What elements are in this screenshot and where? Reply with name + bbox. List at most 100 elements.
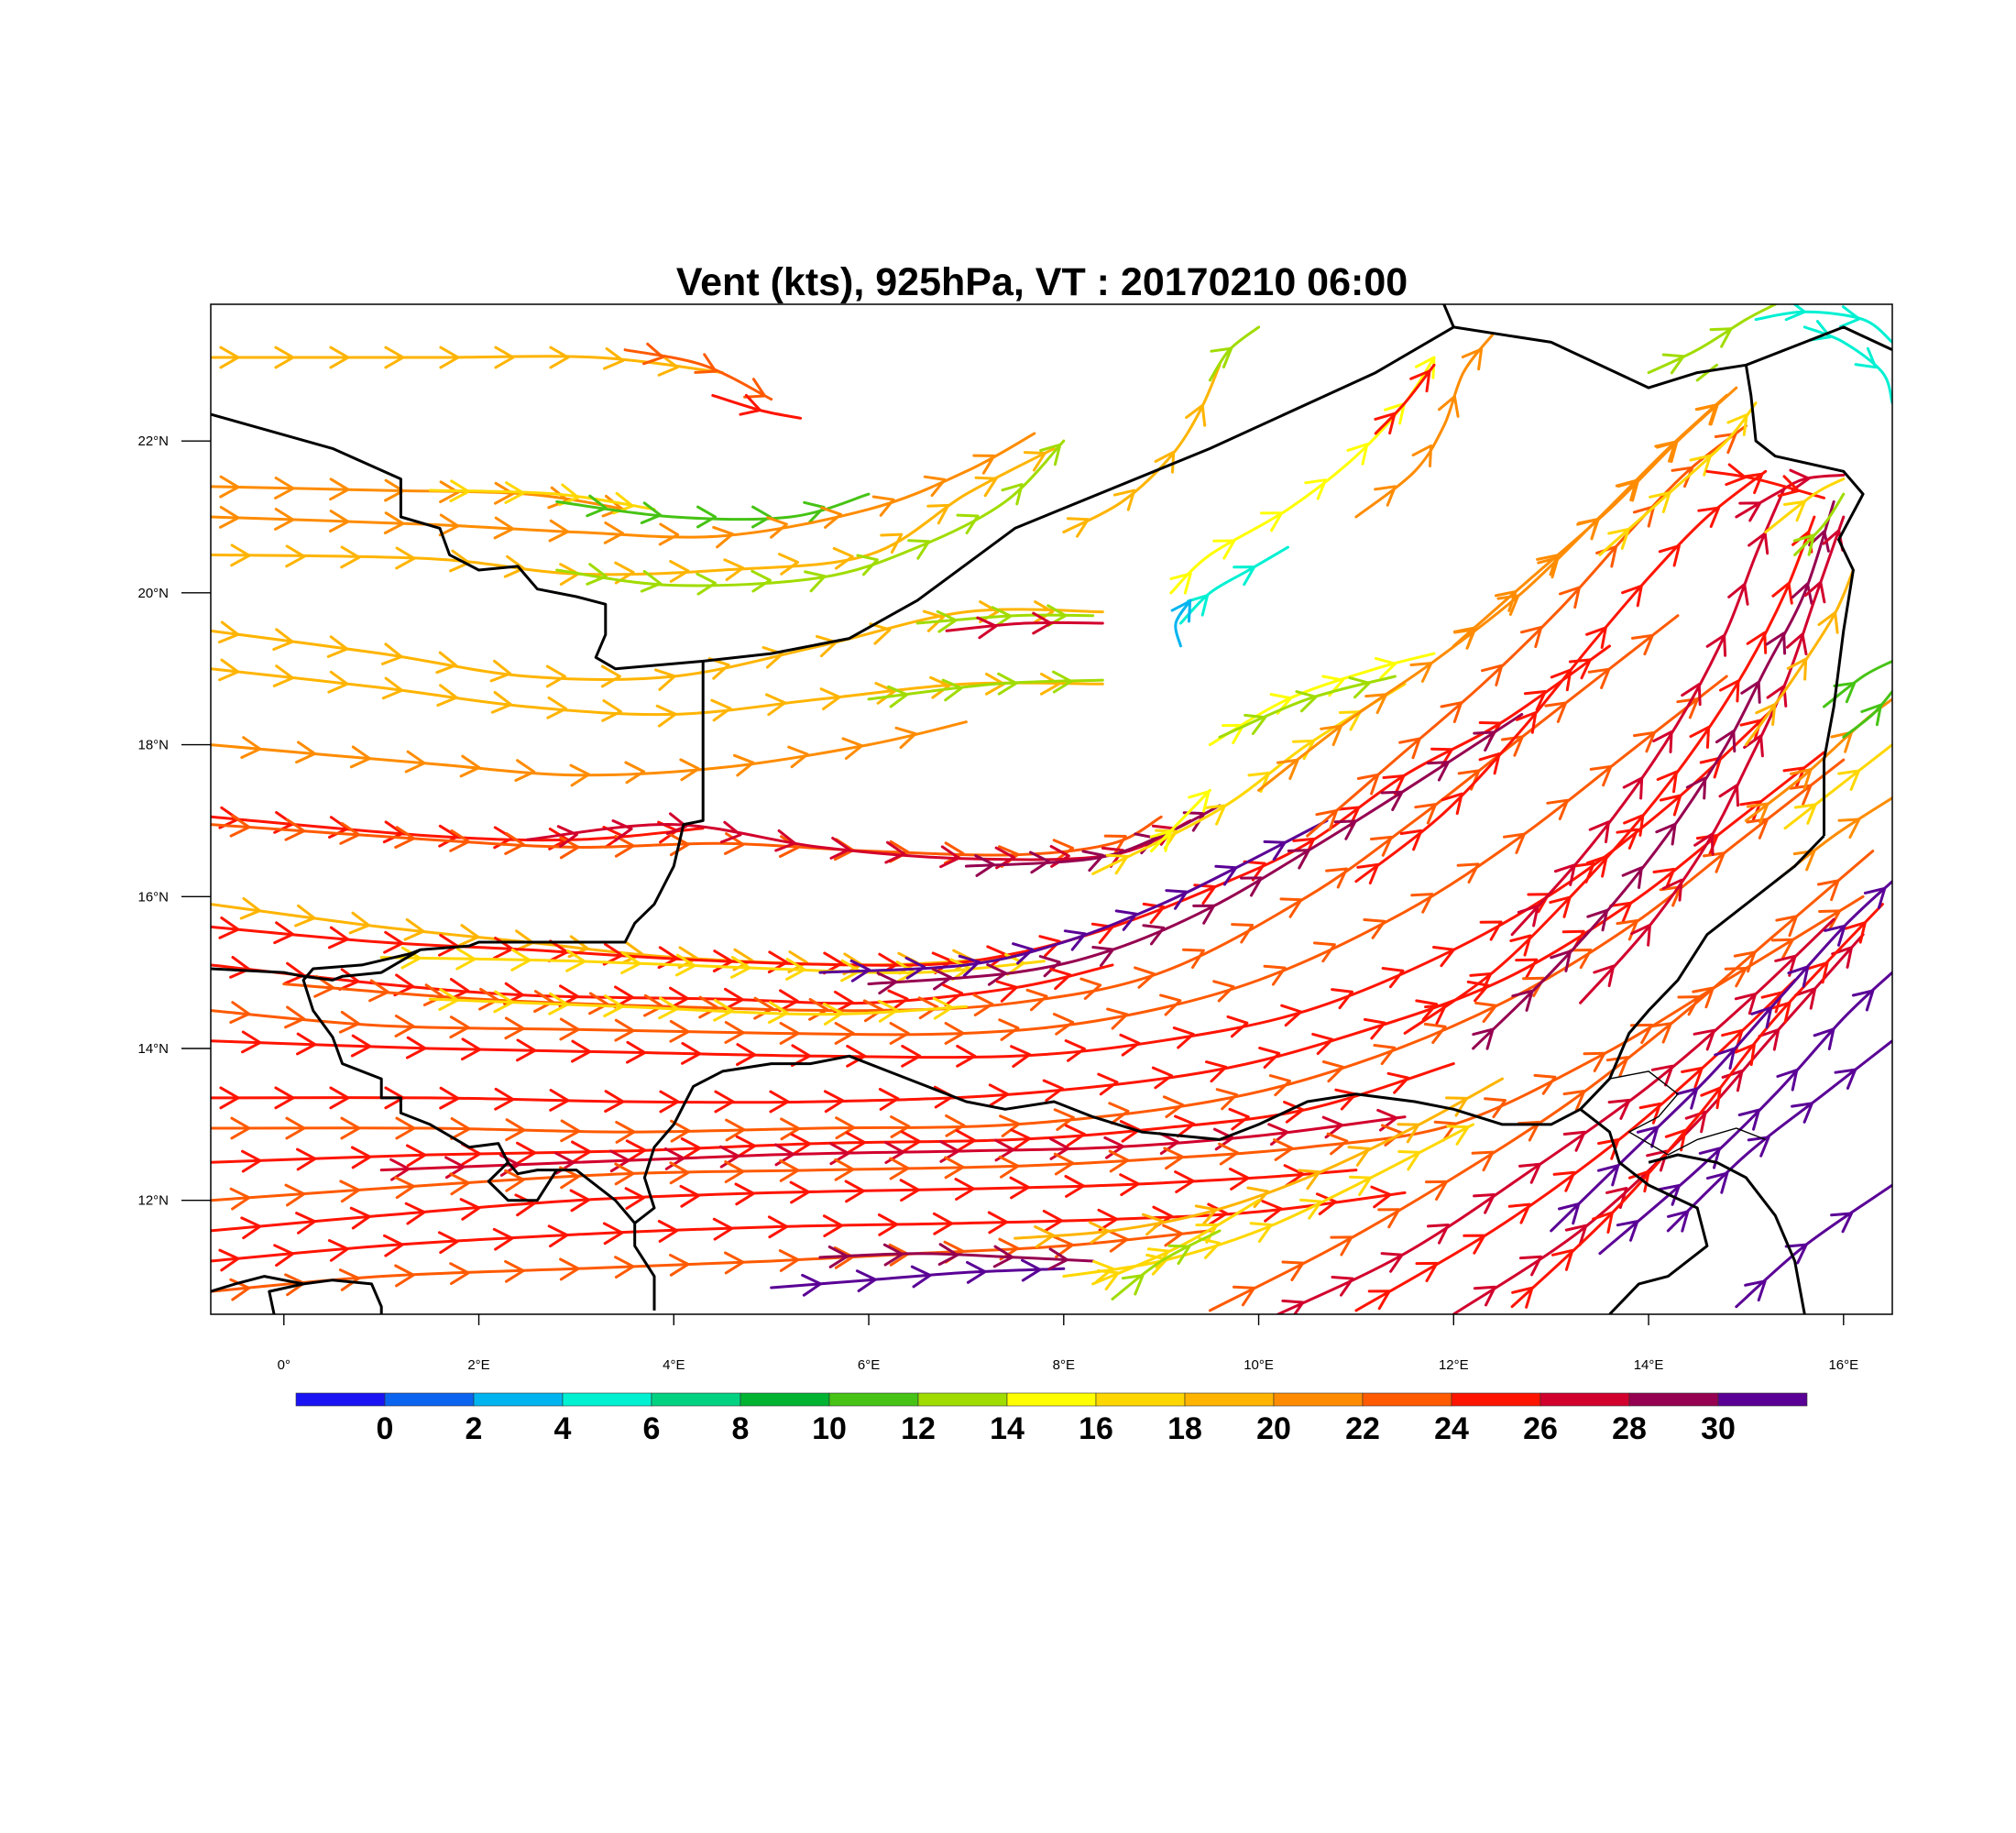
- border-line: [507, 1161, 557, 1176]
- streamline-path: [211, 895, 1865, 1202]
- streamline-path: [915, 613, 1095, 625]
- wind-chevron: [1746, 631, 1768, 654]
- wind-chevron: [285, 1116, 306, 1140]
- streamline: [1276, 917, 1835, 1314]
- wind-chevron: [801, 1273, 822, 1297]
- streamline: [1550, 880, 1892, 1233]
- wind-chevron: [939, 845, 960, 869]
- wind-chevron: [1142, 902, 1166, 925]
- wind-chevron: [569, 763, 591, 787]
- streamline: [1208, 325, 1261, 382]
- wind-chevron: [1038, 955, 1061, 978]
- wind-chevron: [1321, 1060, 1345, 1083]
- wind-chevron: [658, 996, 679, 1020]
- wind-chevron: [694, 353, 718, 374]
- wind-chevron: [659, 1090, 680, 1114]
- wind-chevron: [549, 1089, 570, 1112]
- y-tick-label: 20°N: [137, 586, 169, 601]
- wind-chevron: [1374, 485, 1397, 507]
- streamline: [211, 895, 1865, 1211]
- colorbar-label: 24: [1434, 1411, 1469, 1446]
- wind-chevron: [326, 635, 349, 658]
- streamline: [1754, 304, 1892, 344]
- streamline-path: [211, 675, 1728, 1037]
- wind-chevron: [436, 684, 458, 707]
- streamline-path: [770, 1267, 1066, 1290]
- wind-chevron: [642, 342, 664, 366]
- wind-chevron: [877, 999, 899, 1023]
- streamline-path: [211, 432, 1036, 539]
- wind-chevron: [1550, 668, 1572, 692]
- wind-chevron: [614, 834, 635, 858]
- wind-chevron: [1258, 1047, 1281, 1070]
- wind-chevron: [1706, 1171, 1729, 1194]
- wind-chevron: [1386, 1071, 1410, 1094]
- wind-chevron: [604, 1090, 625, 1113]
- wind-chevron: [1263, 964, 1287, 986]
- wind-chevron: [904, 956, 926, 980]
- wind-chevron: [1370, 835, 1393, 857]
- colorbar-label: 28: [1612, 1411, 1647, 1446]
- wind-chevron: [339, 1180, 361, 1203]
- wind-chevron: [887, 685, 909, 708]
- wind-chevron: [1088, 1221, 1110, 1245]
- streamline-path: [555, 439, 1066, 587]
- wind-chevron: [1380, 790, 1404, 811]
- wind-chevron: [725, 1118, 746, 1142]
- wind-chevron: [1515, 958, 1539, 979]
- wind-chevron: [1346, 443, 1369, 466]
- wind-chevron: [349, 745, 371, 769]
- wind-chevron: [730, 955, 751, 979]
- wind-chevron: [1096, 1269, 1120, 1291]
- wind-chevron: [767, 1215, 789, 1239]
- wind-chevron: [1001, 483, 1024, 506]
- wind-chevron: [878, 1088, 900, 1111]
- wind-chevron: [218, 658, 240, 682]
- streamline: [1744, 568, 1855, 747]
- wind-chevron: [1586, 908, 1609, 932]
- wind-chevron: [1304, 478, 1327, 500]
- wind-chevron: [1107, 1229, 1129, 1253]
- wind-chevron: [438, 513, 460, 537]
- wind-chevron: [790, 1133, 812, 1157]
- wind-chevron: [670, 1119, 691, 1143]
- wind-chevron: [1839, 305, 1861, 328]
- colorbar-swatch: [828, 1392, 919, 1407]
- wind-chevron: [1496, 594, 1520, 616]
- wind-chevron: [1194, 1204, 1218, 1226]
- wind-chevron: [404, 1202, 426, 1225]
- wind-chevron: [655, 704, 677, 728]
- wind-chevron: [712, 1217, 734, 1241]
- wind-chevron: [274, 1086, 295, 1110]
- wind-chevron: [1165, 889, 1189, 910]
- streamline: [211, 1224, 1211, 1301]
- wind-chevron: [1830, 1212, 1853, 1234]
- wind-chevron: [819, 687, 841, 710]
- wind-chevron: [1052, 670, 1073, 694]
- wind-chevron: [997, 672, 1018, 696]
- wind-chevron: [295, 1212, 317, 1235]
- streamline-path: [1735, 473, 1846, 519]
- wind-chevron: [710, 698, 732, 722]
- wind-chevron: [368, 979, 389, 1003]
- wind-chevron: [1415, 356, 1436, 379]
- wind-chevron: [1775, 915, 1798, 938]
- wind-chevron: [240, 736, 262, 759]
- wind-chevron: [713, 998, 734, 1022]
- wind-chevron: [1370, 1185, 1392, 1209]
- wind-chevron: [1032, 611, 1053, 635]
- wind-chevron: [1174, 1170, 1195, 1193]
- wind-chevron: [1052, 1013, 1075, 1036]
- wind-chevron: [626, 1040, 647, 1064]
- wind-chevron: [1675, 1087, 1699, 1110]
- streamline-path: [1354, 978, 1797, 1312]
- colorbar-swatch: [562, 1392, 652, 1407]
- wind-chevron: [450, 1117, 471, 1140]
- wind-chevron: [1517, 905, 1539, 927]
- wind-chevron: [1356, 862, 1380, 885]
- streamline: [211, 705, 1777, 1068]
- wind-chevron: [274, 477, 295, 499]
- wind-chevron: [327, 670, 349, 694]
- wind-chevron: [1737, 1108, 1760, 1131]
- colorbar-swatch: [1095, 1392, 1186, 1407]
